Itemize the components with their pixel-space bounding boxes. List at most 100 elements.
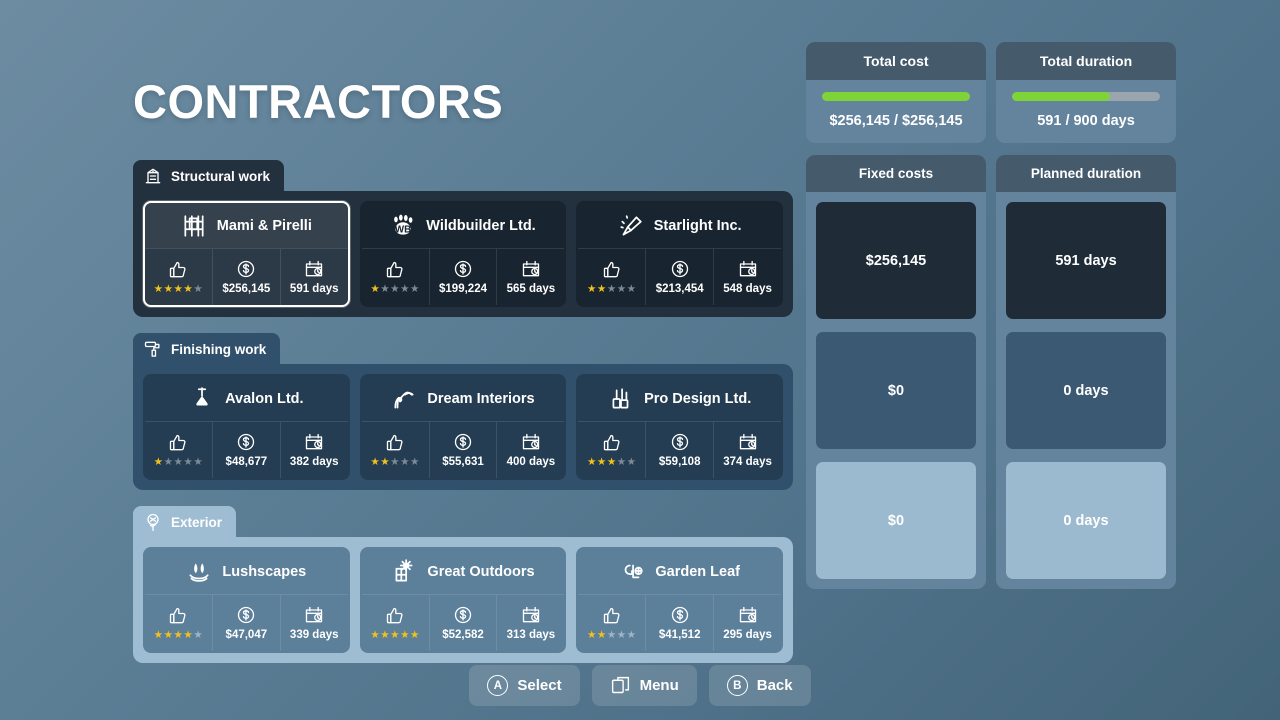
stat-rating: ★★★★★	[578, 249, 647, 305]
contractor-duration: 295 days	[723, 629, 772, 641]
contractor-name: Pro Design Ltd.	[644, 390, 752, 407]
section-body: Avalon Ltd. ★★★★★ $48,677 382 days Dream Int…	[133, 364, 793, 490]
total-duration-title: Total duration	[996, 42, 1176, 80]
contractor-card[interactable]: Dream Interiors ★★★★★ $55,631 400 days	[359, 374, 567, 480]
section-tab-exterior[interactable]: Exterior	[133, 506, 237, 538]
stat-duration: 591 days	[281, 249, 348, 305]
total-cost-progressbar	[822, 92, 970, 101]
thumbs-up-icon	[385, 260, 405, 280]
stat-duration: 548 days	[714, 249, 781, 305]
contractor-sections: Structural work Mami & Pirelli ★★★★★ $256,1…	[133, 160, 793, 679]
stat-duration: 565 days	[497, 249, 564, 305]
dollar-coin-icon	[236, 605, 256, 625]
dollar-coin-icon	[236, 259, 256, 279]
contractor-duration: 591 days	[289, 283, 339, 295]
contractor-name: Avalon Ltd.	[225, 390, 304, 407]
button-glyph-b-icon: B	[726, 675, 748, 696]
contractor-name: Dream Interiors	[427, 390, 535, 407]
stat-duration: 313 days	[497, 595, 564, 651]
page-title: CONTRACTORS	[133, 75, 504, 128]
contractor-card[interactable]: Lushscapes ★★★★★ $47,047 339 days	[143, 547, 350, 653]
contractor-card[interactable]: Great Outdoors ★★★★★ $52,582 313 days	[359, 547, 567, 653]
thumbs-up-icon	[168, 433, 188, 453]
contractor-duration: 548 days	[723, 283, 772, 295]
contractor-card[interactable]: WB Wildbuilder Ltd. ★★★★★ $199,224 565 days	[359, 201, 567, 307]
gl-monogram-icon	[619, 559, 645, 585]
section-tab-label: Finishing work	[171, 341, 267, 357]
contractor-card[interactable]: Starlight Inc. ★★★★★ $213,454 548 days	[576, 201, 784, 307]
contractor-header: Garden Leaf	[578, 549, 781, 594]
contractor-name: Great Outdoors	[427, 563, 535, 580]
summary-panels: Total cost $256,145 / $256,145 Fixed cos…	[806, 42, 1176, 589]
menu-pages-icon	[610, 675, 631, 696]
leaves-water-icon	[186, 559, 212, 585]
thumbs-up-icon	[602, 606, 622, 626]
contractor-header: Great Outdoors	[362, 549, 565, 594]
contractor-name: Garden Leaf	[655, 563, 740, 580]
stat-duration: 374 days	[714, 422, 781, 478]
planned-duration-cell: 0 days	[1006, 332, 1166, 449]
fixed-costs-title: Fixed costs	[806, 155, 986, 192]
contractor-header: Dream Interiors	[362, 376, 565, 421]
contractor-card[interactable]: Avalon Ltd. ★★★★★ $48,677 382 days	[143, 374, 350, 480]
total-cost-progress-fill	[822, 92, 970, 101]
planned-duration-cell: 591 days	[1006, 202, 1166, 319]
thumbs-up-icon	[385, 433, 405, 453]
section-tab-structural-work[interactable]: Structural work	[133, 160, 285, 192]
contractor-stats: ★★★★★ $256,145 591 days	[145, 248, 348, 305]
stat-cost: $199,224	[430, 249, 498, 305]
contractor-duration: 565 days	[506, 283, 556, 295]
contractor-section: Structural work Mami & Pirelli ★★★★★ $256,1…	[133, 160, 793, 317]
contractor-card[interactable]: Garden Leaf ★★★★★ $41,512 295 days	[576, 547, 784, 653]
stat-duration: 382 days	[281, 422, 348, 478]
total-cost-value: $256,145 / $256,145	[829, 113, 963, 129]
stat-rating: ★★★★★	[578, 595, 647, 651]
contractor-card[interactable]: Mami & Pirelli ★★★★★ $256,145 591 days	[143, 201, 350, 307]
planned-duration-cell: 0 days	[1006, 462, 1166, 579]
rating-stars: ★★★★★	[370, 455, 420, 468]
contractor-cost: $52,582	[442, 629, 484, 641]
fixed-costs-cells: $256,145 $0 $0	[806, 192, 986, 589]
stat-duration: 400 days	[497, 422, 564, 478]
contractor-stats: ★★★★★ $41,512 295 days	[578, 594, 782, 651]
contractor-stats: ★★★★★ $48,677 382 days	[145, 421, 348, 478]
total-cost-body: $256,145 / $256,145	[806, 80, 986, 143]
dollar-coin-icon	[453, 259, 473, 279]
sun-window-icon	[391, 558, 417, 585]
rating-stars: ★★★★★	[370, 282, 420, 295]
fixed-cost-cell: $0	[816, 462, 976, 579]
trowel-icon	[189, 386, 215, 412]
stat-rating: ★★★★★	[145, 595, 213, 651]
hint-label: Select	[517, 677, 562, 694]
fixed-cost-cell: $256,145	[816, 202, 976, 319]
contractor-name: Wildbuilder Ltd.	[426, 217, 536, 234]
hint-button-select[interactable]: A Select	[469, 665, 580, 706]
section-tab-finishing-work[interactable]: Finishing work	[133, 333, 281, 365]
contractor-cost: $48,677	[225, 456, 268, 468]
hint-label: Back	[756, 677, 793, 694]
crane-icon	[143, 166, 163, 186]
total-duration-progressbar	[1012, 92, 1160, 101]
contractor-card[interactable]: Pro Design Ltd. ★★★★★ $59,108 374 days	[576, 374, 784, 480]
hint-button-back[interactable]: B Back	[708, 665, 811, 706]
section-tab-label: Exterior	[171, 514, 223, 530]
stat-rating: ★★★★★	[362, 595, 430, 651]
contractor-stats: ★★★★★ $199,224 565 days	[361, 248, 565, 305]
hint-label: Menu	[639, 677, 679, 694]
total-duration-box: Total duration 591 / 900 days	[996, 42, 1176, 143]
calendar-clock-icon	[738, 259, 758, 279]
contractor-duration: 374 days	[723, 456, 772, 468]
cost-column: Total cost $256,145 / $256,145 Fixed cos…	[806, 42, 986, 589]
dollar-coin-icon	[236, 432, 256, 452]
contractor-name: Starlight Inc.	[653, 217, 742, 234]
hint-button-menu[interactable]: Menu	[591, 665, 697, 706]
stat-rating: ★★★★★	[362, 422, 430, 478]
dollar-coin-icon	[670, 605, 690, 625]
section-body: Mami & Pirelli ★★★★★ $256,145 591 days WB Wil…	[133, 191, 793, 317]
contractor-header: Starlight Inc.	[578, 203, 781, 248]
contractor-cost: $55,631	[442, 456, 484, 468]
stat-cost: $47,047	[213, 595, 281, 651]
bird-swirl-icon	[391, 386, 417, 412]
stat-cost: $52,582	[430, 595, 498, 651]
stat-cost: $41,512	[646, 595, 715, 651]
